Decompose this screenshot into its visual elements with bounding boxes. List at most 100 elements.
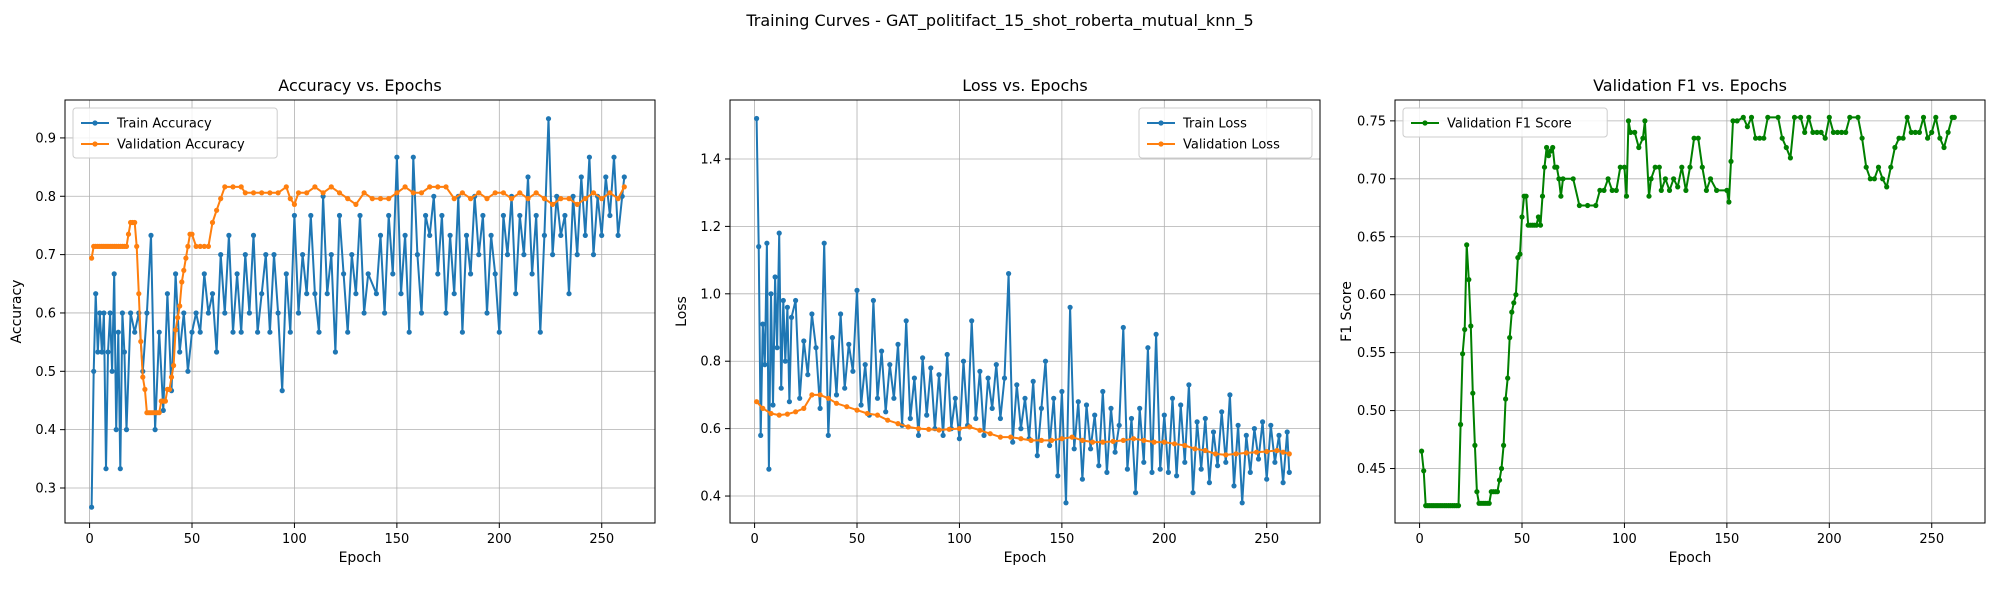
data-point	[275, 310, 281, 316]
legend-label: Validation Accuracy	[117, 138, 245, 153]
data-point	[905, 424, 911, 430]
data-point	[357, 212, 363, 219]
data-point	[1806, 114, 1812, 120]
legend-marker	[92, 141, 98, 147]
data-point	[1092, 412, 1098, 418]
data-point	[772, 274, 778, 280]
data-point	[1264, 448, 1270, 455]
data-point	[521, 252, 527, 258]
data-point	[1192, 446, 1198, 452]
data-point	[1503, 396, 1509, 402]
data-point	[1888, 164, 1894, 170]
data-point	[390, 271, 396, 277]
data-point	[1079, 437, 1085, 443]
data-point	[1597, 187, 1603, 193]
data-point	[443, 310, 449, 316]
data-point	[801, 405, 807, 411]
data-point	[1466, 277, 1472, 283]
data-point	[926, 426, 932, 432]
data-point	[838, 311, 844, 317]
data-point	[793, 409, 799, 415]
data-point	[308, 212, 314, 219]
data-point	[1830, 129, 1836, 135]
data-point	[1157, 466, 1163, 472]
data-point	[854, 407, 860, 413]
data-point	[786, 399, 793, 405]
data-point	[821, 240, 827, 246]
data-point	[312, 291, 318, 297]
data-point	[166, 386, 173, 392]
data-point	[1937, 135, 1943, 141]
data-point	[766, 466, 772, 472]
data-point	[1810, 129, 1816, 135]
data-point	[533, 190, 539, 196]
data-point	[267, 329, 273, 335]
data-point	[201, 271, 207, 277]
data-point	[142, 386, 148, 392]
data-point	[1255, 456, 1262, 462]
data-point	[887, 362, 893, 368]
y-tick-label: 0.6	[700, 422, 721, 437]
data-point	[304, 190, 310, 196]
data-point	[1714, 187, 1720, 193]
data-point	[599, 196, 605, 202]
data-point	[956, 426, 963, 432]
data-point	[874, 412, 881, 418]
y-tick-label: 0.70	[1357, 172, 1386, 187]
x-tick-label: 100	[947, 532, 972, 547]
chart-title: Accuracy vs. Epochs	[278, 76, 441, 95]
data-point	[1533, 222, 1539, 228]
data-point	[907, 415, 913, 422]
data-point	[1018, 436, 1024, 442]
data-point	[1100, 439, 1106, 445]
data-point	[545, 116, 552, 122]
data-point	[1814, 129, 1820, 135]
y-tick-label: 0.4	[35, 423, 56, 438]
data-point	[175, 315, 181, 321]
data-point	[134, 243, 140, 249]
data-point	[1001, 375, 1008, 381]
x-tick-label: 0	[1415, 532, 1423, 547]
data-point	[969, 318, 975, 324]
data-point	[784, 411, 791, 417]
data-point	[1699, 164, 1705, 170]
data-point	[760, 405, 766, 411]
data-point	[817, 405, 823, 411]
data-point	[242, 190, 248, 196]
data-point	[809, 392, 815, 398]
data-point	[136, 291, 142, 297]
data-point	[250, 190, 257, 196]
data-point	[1505, 375, 1511, 381]
data-point	[263, 252, 269, 258]
data-point	[973, 415, 979, 422]
data-point	[1570, 176, 1576, 182]
x-tick-label: 0	[85, 532, 93, 547]
data-point	[1280, 480, 1286, 486]
data-point	[205, 243, 211, 249]
data-point	[341, 271, 347, 277]
data-point	[1513, 292, 1519, 298]
data-point	[109, 368, 115, 374]
data-point	[858, 402, 864, 408]
data-point	[570, 193, 576, 199]
data-point	[797, 395, 803, 401]
f1-chart: 0 50 100 150 200 250 0.45 0.50 0.55 0.60 0.65 0.70 0…	[1339, 76, 1986, 566]
data-point	[829, 335, 836, 341]
data-point	[97, 310, 103, 316]
data-point	[1628, 129, 1634, 135]
data-point	[179, 279, 185, 285]
data-point	[1069, 434, 1075, 440]
x-tick-label: 250	[1919, 532, 1944, 547]
data-point	[132, 329, 138, 335]
data-point	[529, 271, 535, 277]
data-point	[1496, 477, 1503, 483]
data-point	[864, 410, 870, 417]
data-point	[1047, 442, 1053, 449]
data-point	[1141, 459, 1147, 465]
data-point	[1067, 304, 1073, 310]
data-point	[1096, 463, 1102, 469]
data-point	[1104, 469, 1110, 475]
data-point	[1867, 176, 1873, 182]
chart-title: Loss vs. Epochs	[962, 76, 1087, 95]
data-point	[1875, 164, 1882, 170]
